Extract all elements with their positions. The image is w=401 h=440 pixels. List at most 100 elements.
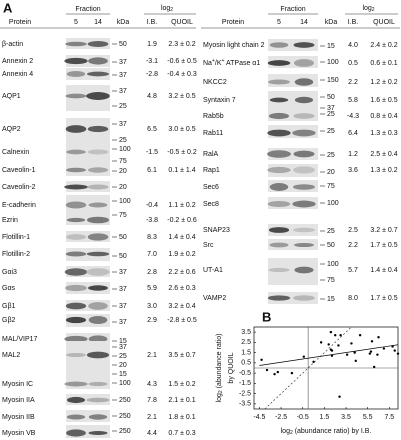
protein-name: RalA bbox=[203, 151, 219, 158]
kda-label: 20 bbox=[327, 169, 335, 176]
kda-label: 50 bbox=[119, 234, 127, 241]
protein-name: Ezrin bbox=[2, 217, 18, 224]
blot-band bbox=[65, 125, 87, 133]
protein-name: Caveolin-1 bbox=[2, 167, 36, 174]
quoil-value: 1.7 ± 0.5 bbox=[370, 242, 397, 249]
blot-band bbox=[294, 96, 314, 104]
quoil-value: 1.4 ± 0.4 bbox=[168, 234, 195, 241]
ib-value: 2.8 bbox=[147, 269, 157, 276]
ib-value: 3.6 bbox=[348, 167, 358, 174]
protein-name: Annexin 4 bbox=[2, 71, 33, 78]
x-axis-label-part: log bbox=[281, 428, 290, 435]
kda-label: 25 bbox=[327, 111, 335, 118]
blot-band bbox=[268, 79, 290, 85]
protein-name: Rab11 bbox=[203, 130, 223, 137]
quoil-value: 3.2 ± 0.7 bbox=[370, 227, 397, 234]
blot-band bbox=[87, 233, 109, 241]
ib-value: 5.7 bbox=[348, 267, 358, 274]
blot-band bbox=[86, 351, 110, 359]
protein-name: SNAP23 bbox=[203, 227, 230, 234]
protein-name: Sec6 bbox=[203, 184, 219, 191]
quoil-value: 1.5 ± 0.2 bbox=[168, 381, 195, 388]
data-point bbox=[382, 347, 386, 350]
data-point bbox=[329, 330, 333, 334]
data-point bbox=[334, 334, 337, 337]
y-tick-label: -3.5 bbox=[239, 401, 251, 408]
kda-label: 50 bbox=[119, 253, 127, 260]
ib-value: -2.8 bbox=[146, 71, 158, 78]
blot-band bbox=[86, 268, 110, 276]
column-header: 14 bbox=[300, 19, 308, 26]
ib-value: 6.1 bbox=[147, 167, 157, 174]
data-point bbox=[345, 353, 349, 356]
protein-name: E-cadherin bbox=[2, 202, 36, 209]
blot-band bbox=[293, 42, 315, 48]
column-header: I.B. bbox=[147, 19, 158, 26]
quoil-value: 1.3 ± 0.2 bbox=[370, 167, 397, 174]
quoil-value: 1.4 ± 0.4 bbox=[370, 267, 397, 274]
protein-name: AQP2 bbox=[2, 126, 21, 133]
blot-band bbox=[88, 302, 108, 310]
column-header: 5 bbox=[74, 19, 78, 26]
ib-value: 5.8 bbox=[348, 97, 358, 104]
blot bbox=[66, 341, 110, 379]
blot-band bbox=[64, 268, 88, 276]
ib-value: 4.4 bbox=[147, 430, 157, 437]
blot-band bbox=[293, 184, 315, 190]
data-point bbox=[358, 334, 362, 337]
blot-band bbox=[86, 251, 110, 257]
data-point bbox=[330, 349, 334, 352]
protein-name: Myosin light chain 2 bbox=[203, 42, 265, 49]
kda-label: 37 bbox=[327, 105, 335, 112]
ib-value: 7.8 bbox=[147, 397, 157, 404]
protein-name: Flotillin-2 bbox=[2, 251, 30, 258]
blot-band bbox=[293, 166, 315, 174]
blot-band bbox=[66, 396, 86, 404]
data-point bbox=[273, 372, 276, 376]
data-point bbox=[338, 395, 341, 398]
column-header: QUOIL bbox=[373, 19, 395, 26]
blot-band bbox=[267, 166, 291, 174]
y-axis-label: by QUOIL bbox=[228, 352, 235, 383]
ib-value: 6.4 bbox=[348, 130, 358, 137]
blot-band bbox=[66, 414, 86, 420]
blot-band bbox=[268, 112, 290, 120]
kda-label: 37 bbox=[119, 286, 127, 293]
data-point bbox=[350, 342, 353, 345]
data-point bbox=[368, 352, 372, 355]
ib-value: 4.8 bbox=[147, 93, 157, 100]
blot-band bbox=[293, 227, 315, 233]
kda-label: 25 bbox=[327, 228, 335, 235]
kda-label: 50 bbox=[327, 242, 335, 249]
protein-name: Rab5b bbox=[203, 113, 224, 120]
blot-band bbox=[65, 316, 87, 324]
kda-label: 50 bbox=[327, 94, 335, 101]
blot-band bbox=[88, 57, 108, 65]
protein-name: Myosin IIB bbox=[2, 414, 35, 421]
protein-name: NKCC2 bbox=[203, 79, 227, 86]
column-header: 14 bbox=[94, 19, 102, 26]
blot-band bbox=[86, 216, 110, 224]
blot-band bbox=[65, 302, 87, 310]
blot-band bbox=[66, 217, 86, 223]
data-point bbox=[376, 353, 379, 356]
protein-name: Sec8 bbox=[203, 201, 219, 208]
protein-name: Annexin 2 bbox=[2, 58, 33, 65]
kda-label: 20 bbox=[119, 362, 127, 369]
protein-name: Gαi3 bbox=[2, 269, 17, 276]
quoil-value: -0.2 ± 0.6 bbox=[167, 217, 197, 224]
column-header: kDa bbox=[117, 19, 130, 26]
blot-band bbox=[88, 316, 108, 324]
protein-name-part: ATPase α1 bbox=[224, 60, 260, 67]
quoil-value: -2.8 ± 0.5 bbox=[167, 317, 197, 324]
protein-name: Myosin IIA bbox=[2, 397, 35, 404]
blot-band bbox=[292, 129, 316, 137]
data-point bbox=[353, 351, 356, 354]
kda-label: 100 bbox=[327, 59, 339, 66]
y-tick-label: 3.5 bbox=[241, 329, 251, 336]
protein-name-sup: + bbox=[222, 58, 225, 64]
blot-band bbox=[87, 167, 109, 173]
quoil-value: 1.7 ± 0.5 bbox=[370, 295, 397, 302]
quoil-value: 1.1 ± 0.2 bbox=[168, 202, 195, 209]
y-tick-label: 0.5 bbox=[241, 360, 251, 367]
